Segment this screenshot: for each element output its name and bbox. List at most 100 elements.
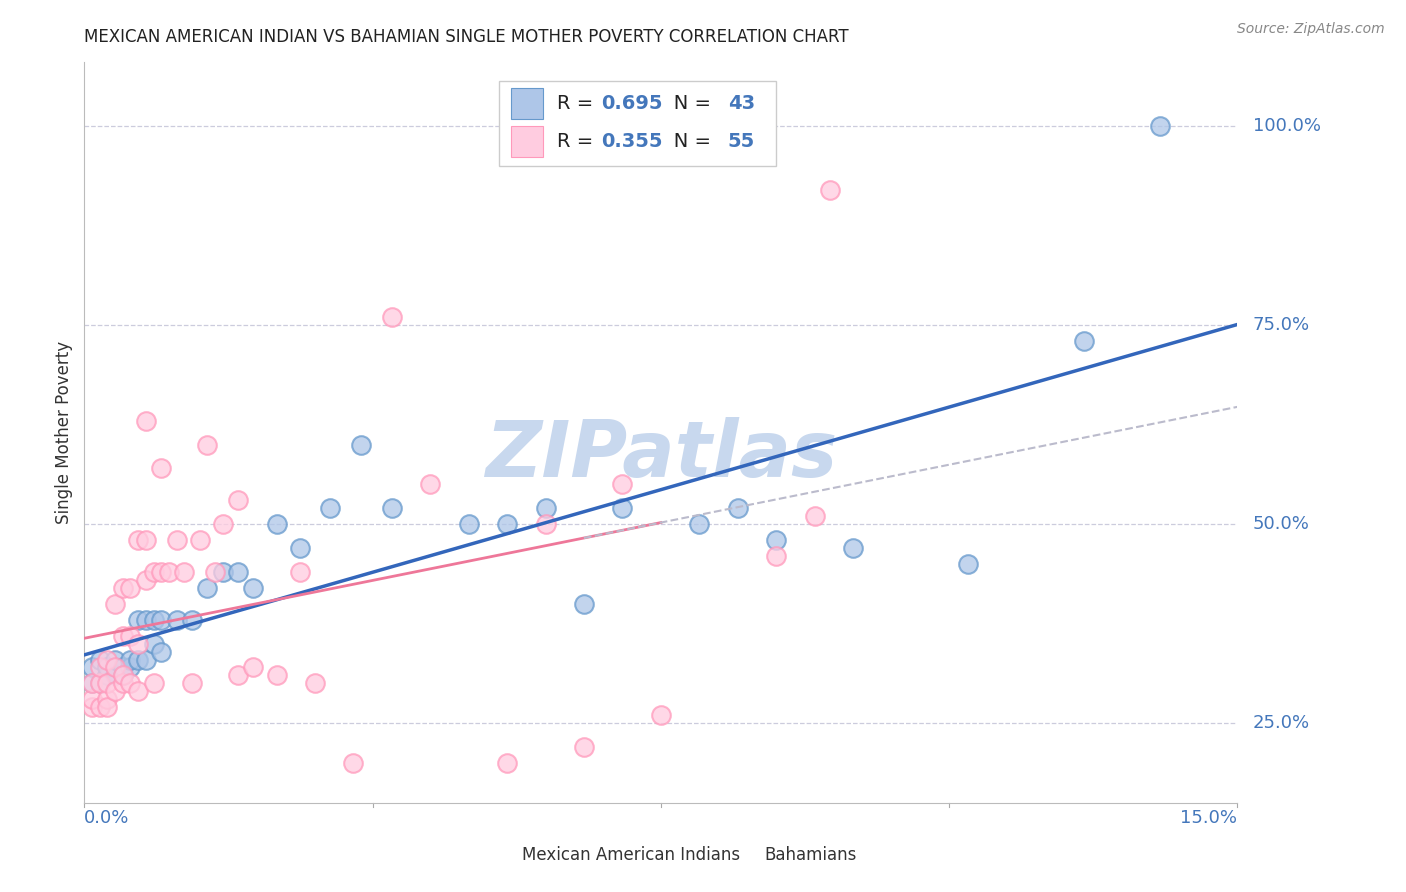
Point: [288, 565, 311, 579]
Text: 50.0%: 50.0%: [1253, 516, 1309, 533]
Point: [765, 549, 787, 563]
Point: [419, 477, 441, 491]
Point: [166, 533, 188, 547]
Text: Mexican American Indians: Mexican American Indians: [523, 846, 741, 863]
Point: [612, 501, 634, 516]
Point: [111, 668, 134, 682]
Point: [135, 652, 157, 666]
Point: [104, 668, 127, 682]
Point: [120, 629, 142, 643]
Point: [135, 533, 157, 547]
Point: [211, 517, 233, 532]
Text: MEXICAN AMERICAN INDIAN VS BAHAMIAN SINGLE MOTHER POVERTY CORRELATION CHART: MEXICAN AMERICAN INDIAN VS BAHAMIAN SING…: [84, 28, 849, 45]
Point: [188, 533, 211, 547]
Point: [120, 581, 142, 595]
Point: [120, 660, 142, 674]
Point: [127, 533, 149, 547]
Point: [127, 684, 149, 698]
Point: [135, 414, 157, 428]
Point: [226, 565, 249, 579]
Point: [181, 613, 204, 627]
Point: [727, 501, 749, 516]
Point: [803, 509, 825, 524]
Point: [319, 501, 342, 516]
Point: [80, 676, 103, 690]
Point: [381, 501, 404, 516]
Point: [142, 613, 165, 627]
Text: 100.0%: 100.0%: [1253, 117, 1320, 135]
Point: [89, 660, 111, 674]
Point: [96, 668, 118, 682]
Point: [142, 565, 165, 579]
Point: [150, 613, 173, 627]
Text: 0.695: 0.695: [600, 94, 662, 112]
Point: [96, 652, 118, 666]
Point: [457, 517, 479, 532]
Point: [104, 660, 127, 674]
Point: [195, 437, 218, 451]
Point: [111, 581, 134, 595]
Point: [127, 637, 149, 651]
Text: 15.0%: 15.0%: [1180, 809, 1237, 827]
Point: [120, 652, 142, 666]
Text: 75.0%: 75.0%: [1253, 316, 1310, 334]
Bar: [510, 126, 543, 157]
Point: [226, 493, 249, 508]
Point: [142, 676, 165, 690]
Point: [688, 517, 710, 532]
Bar: [488, 844, 517, 868]
Point: [104, 684, 127, 698]
Text: Bahamians: Bahamians: [765, 846, 858, 863]
Point: [765, 533, 787, 547]
Point: [80, 676, 103, 690]
Point: [89, 700, 111, 714]
Point: [104, 652, 127, 666]
Point: [111, 668, 134, 682]
Text: N =: N =: [655, 94, 717, 112]
Point: [135, 573, 157, 587]
Bar: [510, 87, 543, 119]
Point: [96, 700, 118, 714]
Point: [166, 613, 188, 627]
Point: [173, 565, 195, 579]
Point: [150, 644, 173, 658]
Point: [142, 637, 165, 651]
Text: ZIPatlas: ZIPatlas: [485, 417, 837, 493]
Text: Source: ZipAtlas.com: Source: ZipAtlas.com: [1237, 22, 1385, 37]
Point: [211, 565, 233, 579]
Point: [266, 668, 288, 682]
Point: [89, 652, 111, 666]
Point: [534, 501, 557, 516]
Point: [96, 660, 118, 674]
Point: [350, 437, 373, 451]
Text: 55: 55: [728, 132, 755, 151]
Point: [572, 740, 595, 755]
Point: [242, 660, 264, 674]
Point: [534, 517, 557, 532]
Point: [89, 676, 111, 690]
Point: [496, 756, 519, 770]
Point: [135, 613, 157, 627]
Point: [304, 676, 326, 690]
Point: [1073, 334, 1095, 348]
Point: [381, 310, 404, 325]
Point: [181, 676, 204, 690]
Point: [89, 676, 111, 690]
Point: [96, 676, 118, 690]
Point: [842, 541, 865, 555]
Point: [104, 597, 127, 611]
Text: 0.355: 0.355: [600, 132, 662, 151]
Text: 25.0%: 25.0%: [1253, 714, 1310, 732]
Point: [242, 581, 264, 595]
Bar: [730, 844, 759, 868]
Point: [157, 565, 180, 579]
Point: [957, 557, 980, 571]
Point: [226, 668, 249, 682]
Point: [111, 629, 134, 643]
Point: [195, 581, 218, 595]
Text: 43: 43: [728, 94, 755, 112]
Point: [572, 597, 595, 611]
Point: [80, 692, 103, 706]
Point: [111, 676, 134, 690]
Point: [111, 660, 134, 674]
